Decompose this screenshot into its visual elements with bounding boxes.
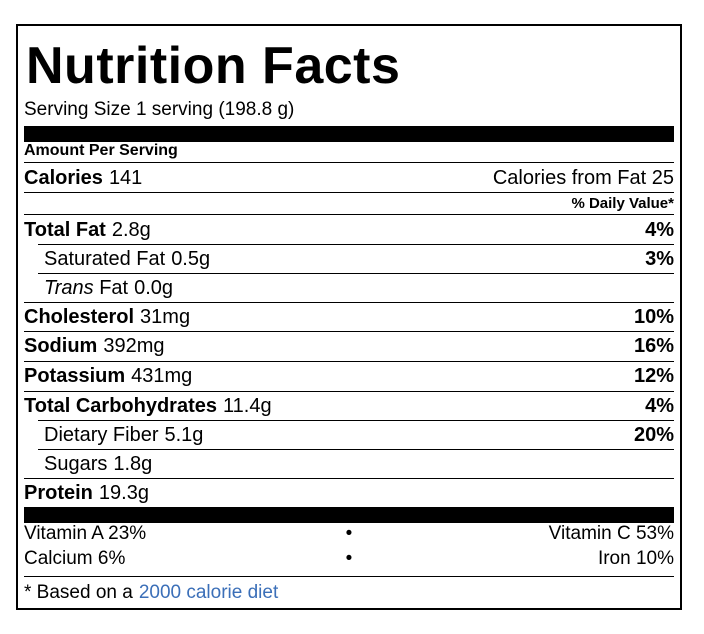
bullet-separator: • — [345, 548, 353, 569]
divider — [38, 273, 674, 274]
thick-divider — [24, 507, 674, 523]
divider — [24, 478, 674, 479]
nutrient-amount: 31mg — [140, 305, 191, 328]
serving-size: Serving Size 1 serving (198.8 g) — [24, 99, 295, 120]
nutrient-amount: 1.8g — [113, 452, 153, 475]
nutrient-row-potassium: Potassium 431mg 12% — [24, 362, 674, 390]
nutrition-label: Nutrition Facts Serving Size 1 serving (… — [16, 24, 682, 610]
vitamin-row: Calcium 6% • Iron 10% — [24, 546, 674, 572]
nutrient-label: Potassium — [24, 364, 126, 387]
nutrient-label: Fat — [99, 276, 129, 299]
divider — [24, 576, 674, 577]
nutrient-row-protein: Protein 19.3g — [24, 479, 674, 507]
calories-row: Calories 141 Calories from Fat 25 — [24, 164, 674, 192]
nutrient-dv: 16% — [633, 334, 674, 357]
amount-per-serving-row: Amount Per Serving — [24, 140, 674, 162]
vitamin-left: Vitamin A 23% — [24, 523, 147, 544]
calorie-diet-link[interactable]: 2000 calorie diet — [138, 582, 279, 603]
calories-label: Calories — [24, 166, 103, 189]
nutrient-dv: 20% — [633, 423, 674, 446]
nutrient-amount: 431mg — [131, 364, 193, 387]
divider — [24, 391, 674, 392]
nutrient-label: Protein — [24, 481, 93, 504]
label-title: Nutrition Facts — [26, 37, 401, 95]
nutrient-row-saturated-fat: Saturated Fat 0.5g 3% — [24, 245, 674, 273]
nutrient-row-trans-fat: Trans Fat 0.0g — [24, 274, 674, 302]
nutrient-label: Cholesterol — [24, 305, 135, 328]
bullet-separator: • — [345, 523, 353, 544]
calories-from-fat: Calories from Fat 25 — [492, 166, 674, 189]
nutrient-dv: 3% — [645, 247, 674, 270]
serving-size-row: Serving Size 1 serving (198.8 g) — [24, 96, 674, 124]
nutrient-amount: 0.5g — [171, 247, 211, 270]
nutrient-amount: 19.3g — [98, 481, 149, 504]
nutrient-label: Sodium — [24, 334, 98, 357]
nutrient-amount: 2.8g — [111, 218, 151, 241]
nutrient-dv: 4% — [645, 394, 674, 417]
nutrient-dv: 4% — [645, 218, 674, 241]
vitamin-row: Vitamin A 23% • Vitamin C 53% — [24, 521, 674, 547]
nutrient-label: Dietary Fiber — [44, 423, 159, 446]
nutrient-row-dietary-fiber: Dietary Fiber 5.1g 20% — [24, 421, 674, 449]
divider — [24, 214, 674, 215]
vitamin-right: Vitamin C 53% — [548, 523, 674, 544]
nutrient-label: Sugars — [44, 452, 108, 475]
nutrient-label-italic: Trans — [44, 276, 94, 299]
calories-value: 141 — [108, 166, 143, 189]
vitamin-left: Calcium 6% — [24, 548, 126, 569]
nutrient-row-total-carbohydrates: Total Carbohydrates 11.4g 4% — [24, 392, 674, 420]
divider — [24, 331, 674, 332]
divider — [24, 162, 674, 163]
nutrient-label: Saturated Fat — [44, 247, 166, 270]
nutrient-row-total-fat: Total Fat 2.8g 4% — [24, 216, 674, 244]
nutrient-dv: 10% — [633, 305, 674, 328]
nutrient-row-cholesterol: Cholesterol 31mg 10% — [24, 303, 674, 331]
daily-value-header-row: % Daily Value* — [24, 193, 674, 213]
divider — [24, 192, 674, 193]
nutrient-amount: 11.4g — [223, 394, 272, 417]
nutrient-row-sodium: Sodium 392mg 16% — [24, 332, 674, 360]
divider — [38, 244, 674, 245]
divider — [38, 449, 674, 450]
divider — [24, 361, 674, 362]
divider — [38, 420, 674, 421]
nutrient-dv: 12% — [633, 364, 674, 387]
nutrient-label: Total Carbohydrates — [24, 394, 217, 417]
nutrient-row-sugars: Sugars 1.8g — [24, 450, 674, 478]
amount-per-serving: Amount Per Serving — [24, 142, 178, 159]
nutrient-amount: 5.1g — [164, 423, 204, 446]
daily-value-header: % Daily Value* — [571, 194, 674, 212]
footnote-text: * Based on a — [24, 582, 133, 603]
vitamin-right: Iron 10% — [597, 548, 674, 569]
nutrient-amount: 392mg — [103, 334, 165, 357]
divider — [24, 302, 674, 303]
thick-divider — [24, 126, 674, 142]
nutrient-label: Total Fat — [24, 218, 106, 241]
nutrient-amount: 0.0g — [134, 276, 174, 299]
footnote: * Based on a 2000 calorie diet — [24, 579, 674, 607]
